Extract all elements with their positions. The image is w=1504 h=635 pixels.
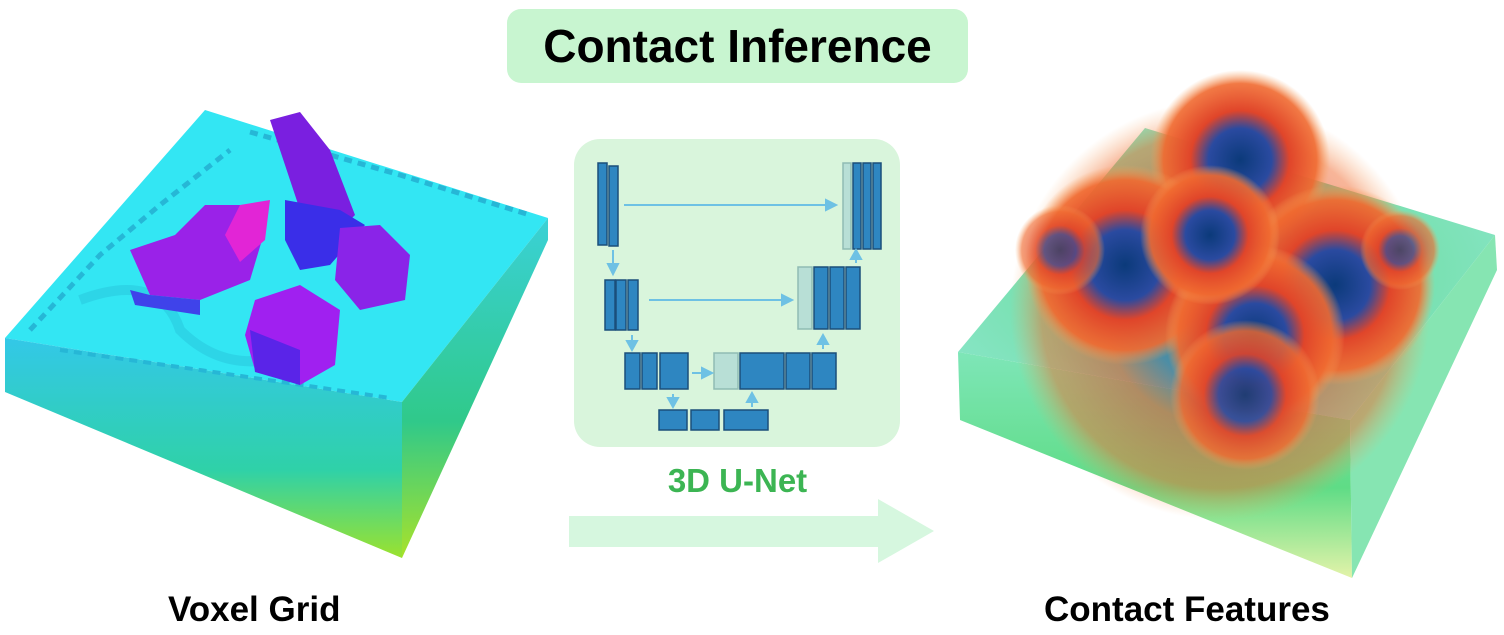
input-label: Voxel Grid (168, 590, 341, 629)
unet-panel (574, 139, 900, 447)
unet-decoder-blocks (713, 162, 882, 390)
contact-features-image (958, 70, 1497, 578)
output-label: Contact Features (1044, 590, 1330, 629)
title: Contact Inference (543, 20, 932, 72)
title-box: Contact Inference (507, 9, 968, 83)
unet-encoder-blocks (597, 162, 769, 431)
voxel-grid-image (5, 110, 548, 558)
unet-skip-arrows (606, 198, 863, 410)
network-label: 3D U-Net (667, 462, 808, 499)
flow-arrow (569, 499, 934, 563)
